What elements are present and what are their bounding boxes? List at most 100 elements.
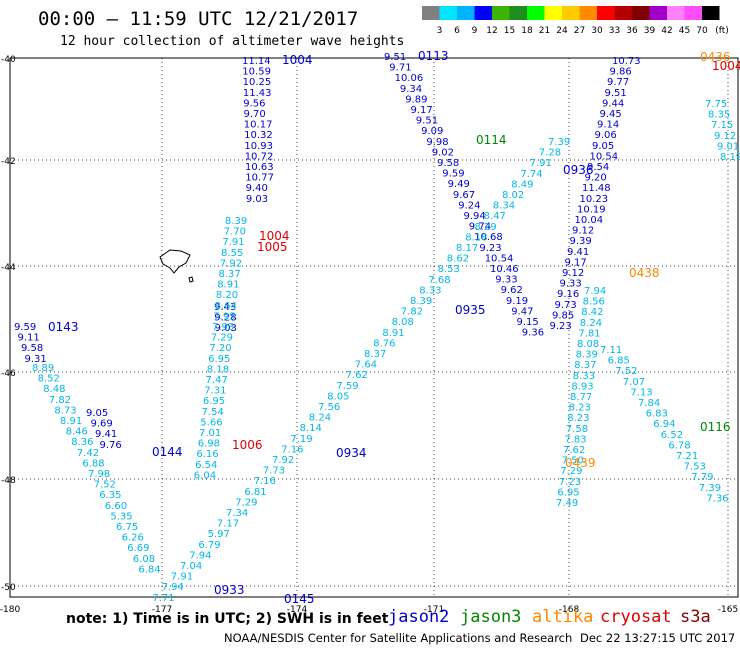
swh-value: 8.23 (569, 403, 591, 414)
swh-value: 9.70 (244, 109, 266, 120)
swh-value: 7.70 (224, 227, 246, 238)
swh-value: 11.48 (582, 183, 611, 194)
swh-value: 7.39 (548, 137, 570, 148)
swh-value: 11.43 (243, 88, 272, 99)
swh-value: 8.77 (570, 392, 592, 403)
swh-value: 8.33 (419, 285, 441, 296)
colorbar-label: 70 (696, 26, 708, 36)
swh-value: 7.94 (584, 286, 606, 297)
swh-value: 7.64 (355, 360, 377, 371)
swh-value: 10.54 (590, 151, 619, 162)
swh-value: 7.82 (49, 395, 71, 406)
swh-value: 9.34 (400, 84, 422, 95)
swh-value: 9.31 (25, 354, 47, 365)
lon-label: -174 (287, 605, 308, 615)
swh-value: 7.54 (202, 407, 224, 418)
swh-value: 7.29 (211, 333, 233, 344)
swh-value: 10.19 (577, 204, 606, 215)
swh-value: 9.03 (246, 194, 268, 205)
swh-value: 8.18 (465, 232, 487, 243)
track-time-label: 0144 (152, 445, 183, 459)
track-time-label: 0145 (284, 592, 315, 606)
swh-value: 9.47 (511, 306, 533, 317)
colorbar-label: 18 (521, 26, 533, 36)
swh-value: 7.42 (77, 448, 99, 459)
swh-value: 8.14 (300, 423, 322, 434)
swh-value: 10.23 (580, 194, 609, 205)
swh-value: 7.19 (290, 434, 312, 445)
swh-value: 7.23 (559, 477, 581, 488)
swh-value: 7.68 (428, 275, 450, 286)
swh-value: 5.97 (208, 529, 230, 540)
track-time-label: 1004 (712, 59, 740, 73)
swh-value: 7.98 (88, 469, 110, 480)
swh-value: 9.19 (506, 296, 528, 307)
swh-value: 8.53 (438, 264, 460, 275)
colorbar-label: 39 (644, 26, 656, 36)
swh-value: 7.52 (94, 480, 116, 491)
legend-altika: altika (532, 607, 594, 627)
swh-value: 9.41 (95, 429, 117, 440)
swh-value: 7.17 (217, 519, 239, 530)
swh-value: 6.04 (194, 470, 216, 481)
swh-value: 6.83 (646, 409, 668, 420)
colorbar-swatch (702, 6, 720, 20)
swh-value: 10.73 (612, 56, 641, 67)
swh-value: 9.06 (595, 130, 617, 141)
swh-value: 7.56 (318, 402, 340, 413)
swh-value: 9.01 (717, 141, 739, 152)
swh-value: 7.79 (691, 472, 713, 483)
track-time-label: 0116 (700, 420, 731, 434)
credit-text: NOAA/NESDIS Center for Satellite Applica… (224, 631, 573, 645)
colorbar-swatch (422, 6, 440, 20)
swh-value: 8.56 (583, 297, 605, 308)
swh-value: 9.86 (610, 67, 632, 78)
color-scale-bar: 3 6 9 12 15 18 21 24 27 30 33 36 39 42 45 70 (ft) (422, 6, 729, 36)
swh-value: 10.46 (490, 264, 519, 275)
swh-value: 7.94 (162, 582, 184, 593)
colorbar-swatch (544, 6, 562, 20)
swh-value: 9.59 (442, 169, 464, 180)
swh-value: 8.39 (410, 296, 432, 307)
swh-value: 9.36 (522, 328, 544, 339)
lat-label: -44 (1, 263, 16, 273)
colorbar-swatch (439, 6, 457, 20)
colorbar-swatch (614, 6, 632, 20)
swh-value: 11.14 (242, 56, 271, 67)
swh-value: 8.17 (456, 243, 478, 254)
swh-value: 9.77 (607, 77, 629, 88)
swh-value: 5.66 (200, 417, 222, 428)
swh-value: 7.36 (706, 493, 728, 504)
colorbar-label: 21 (539, 26, 550, 36)
swh-value: 7.07 (623, 377, 645, 388)
swh-value: 7.16 (281, 444, 303, 455)
colorbar-label: 15 (504, 26, 515, 36)
swh-value: 8.37 (364, 349, 386, 360)
swh-value: 7.52 (615, 366, 637, 377)
swh-value: 6.78 (668, 440, 690, 451)
swh-value: 7.20 (209, 343, 231, 354)
lat-label: -48 (1, 476, 16, 486)
swh-value: 9.02 (432, 147, 454, 158)
colorbar-unit: (ft) (715, 26, 729, 36)
swh-value: 10.77 (245, 173, 274, 184)
swh-value: 9.56 (243, 98, 265, 109)
swh-value: 6.98 (198, 439, 220, 450)
swh-value: 7.29 (560, 466, 582, 477)
swh-value: 8.02 (502, 190, 524, 201)
swh-value: 9.59 (14, 322, 36, 333)
swh-value: 9.58 (437, 158, 459, 169)
swh-value: 9.03 (215, 323, 237, 334)
lon-label: -165 (718, 605, 738, 615)
swh-value: 8.33 (573, 371, 595, 382)
swh-value: 7.62 (346, 370, 368, 381)
swh-value: 6.85 (608, 356, 630, 367)
legend-jason2: jason2 (388, 607, 450, 627)
colorbar-label: 30 (591, 26, 603, 36)
legend-jason3: jason3 (460, 607, 522, 627)
swh-value: 10.59 (242, 67, 271, 78)
colorbar-label: 3 (437, 26, 443, 36)
swh-value: 9.41 (567, 247, 589, 258)
colorbar-swatch (632, 6, 650, 20)
